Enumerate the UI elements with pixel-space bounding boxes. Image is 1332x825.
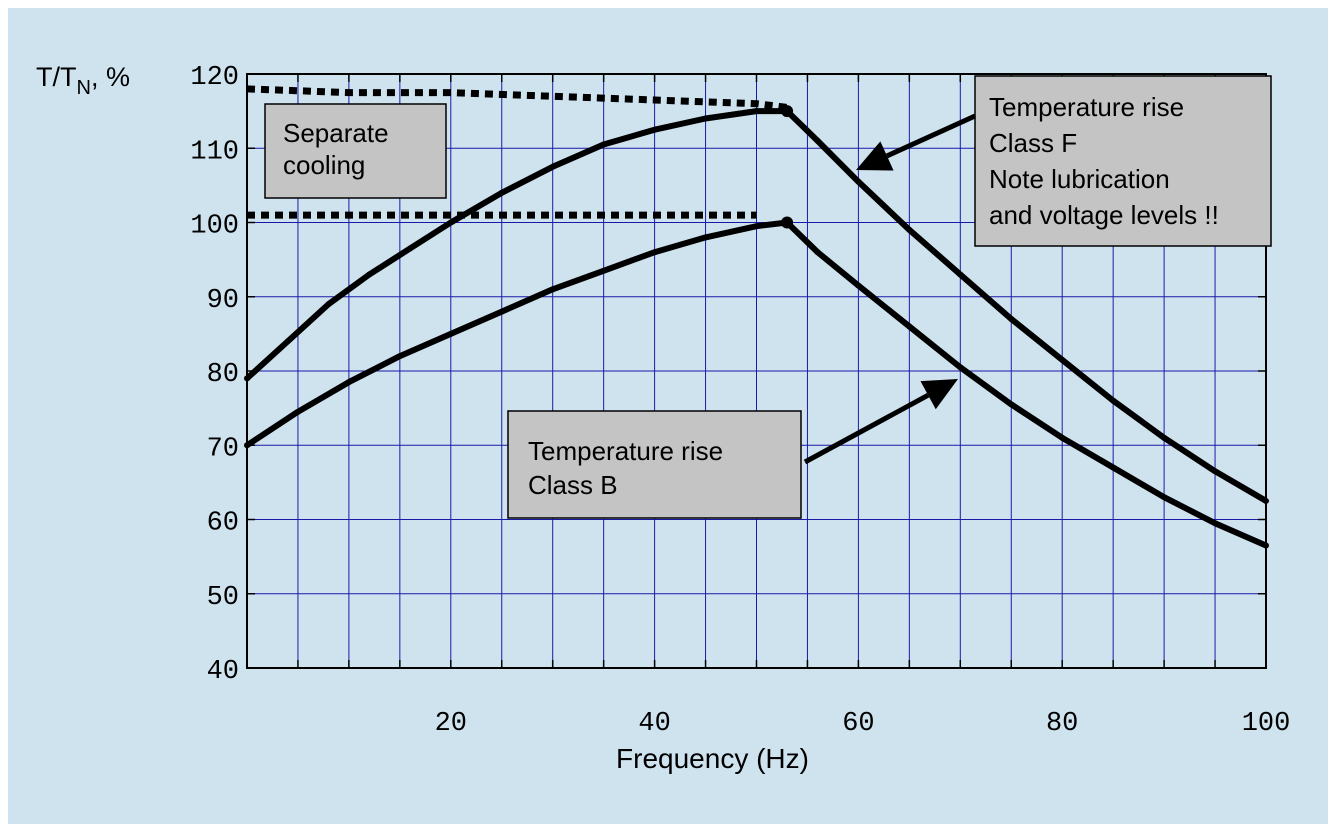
data-point <box>1263 542 1269 549</box>
y-tick-label: 100 <box>190 212 239 242</box>
x-tick-label: 60 <box>842 709 874 739</box>
data-point <box>1161 434 1168 441</box>
data-point <box>600 267 607 274</box>
annotation-text: Separate <box>283 118 389 148</box>
y-tick-label: 60 <box>207 509 239 539</box>
data-point <box>753 223 760 230</box>
arrow-class-f <box>856 113 977 171</box>
data-point <box>396 353 403 360</box>
annotation-text: cooling <box>283 150 365 180</box>
data-point <box>294 408 301 415</box>
annotation-text: Class B <box>528 470 618 500</box>
data-point <box>498 308 505 315</box>
arrow-head <box>920 379 958 410</box>
data-point <box>1110 397 1117 404</box>
data-point <box>906 226 913 233</box>
grid <box>247 74 1266 668</box>
arrow-class-b <box>803 379 958 465</box>
data-point <box>1008 401 1015 408</box>
data-point <box>1059 434 1066 441</box>
data-point <box>498 189 505 196</box>
y-tick-label: 70 <box>207 434 239 464</box>
data-point <box>345 379 352 386</box>
y-tick-label: 50 <box>207 583 239 613</box>
data-point <box>447 330 454 337</box>
series-line-2 <box>247 219 1266 549</box>
data-point <box>957 364 964 371</box>
data-point <box>855 178 862 185</box>
x-tick-label: 20 <box>435 709 467 739</box>
annotation-text: Note lubrication <box>989 164 1170 194</box>
data-point <box>366 271 373 278</box>
annotation-text: Temperature rise <box>989 92 1184 122</box>
arrow-shaft <box>803 393 930 465</box>
data-point <box>702 234 709 241</box>
x-axis-label: Frequency (Hz) <box>616 743 809 774</box>
peak-marker <box>781 105 794 118</box>
y-tick-label: 80 <box>207 360 239 390</box>
data-point <box>407 245 414 252</box>
data-point <box>244 375 250 382</box>
arrow-head <box>856 141 894 171</box>
chart-background: 40 50 60 70 80 90 100 110 120 20 40 60 80 100 T/TN, % F… <box>8 8 1328 824</box>
data-point <box>1212 468 1219 475</box>
annotation-text: Temperature rise <box>528 436 723 466</box>
data-point <box>957 271 964 278</box>
y-tick-label: 120 <box>190 63 239 93</box>
peak-marker <box>781 216 794 229</box>
data-point <box>325 301 332 308</box>
annotation-box-1 <box>264 103 447 199</box>
annotation-text: Class F <box>989 128 1077 158</box>
y-tick-label: 110 <box>190 137 239 167</box>
data-point <box>447 219 454 226</box>
x-tick-label: 100 <box>1242 709 1291 739</box>
data-point <box>1263 497 1269 504</box>
data-point <box>1212 520 1219 527</box>
series-line-3 <box>247 85 788 111</box>
y-axis-label: T/TN, % <box>36 62 130 99</box>
data-point <box>855 282 862 289</box>
y-tick-label: 40 <box>207 657 239 687</box>
data-point <box>814 249 821 256</box>
data-point <box>549 286 556 293</box>
annotation-box-2 <box>974 75 1272 247</box>
data-point <box>702 115 709 122</box>
y-tick-label: 90 <box>207 286 239 316</box>
data-point <box>549 163 556 170</box>
data-point <box>906 323 913 330</box>
data-point <box>284 338 291 345</box>
annotation-box-3 <box>507 410 802 519</box>
data-point <box>1008 316 1015 323</box>
arrow-shaft <box>885 113 977 159</box>
series-line-1 <box>247 108 1266 505</box>
annotation-text: and voltage levels !! <box>989 200 1219 230</box>
data-point <box>1110 464 1117 471</box>
data-point <box>651 249 658 256</box>
data-point <box>814 137 821 144</box>
data-point <box>244 442 250 449</box>
data-point <box>1059 356 1066 363</box>
data-point <box>1161 494 1168 501</box>
data-point <box>651 126 658 133</box>
data-point <box>600 141 607 148</box>
x-tick-label: 80 <box>1046 709 1078 739</box>
chart: 40 50 60 70 80 90 100 110 120 20 40 60 80 100 T/TN, % F… <box>36 62 1291 774</box>
data-point <box>753 108 760 115</box>
x-tick-label: 40 <box>638 709 670 739</box>
